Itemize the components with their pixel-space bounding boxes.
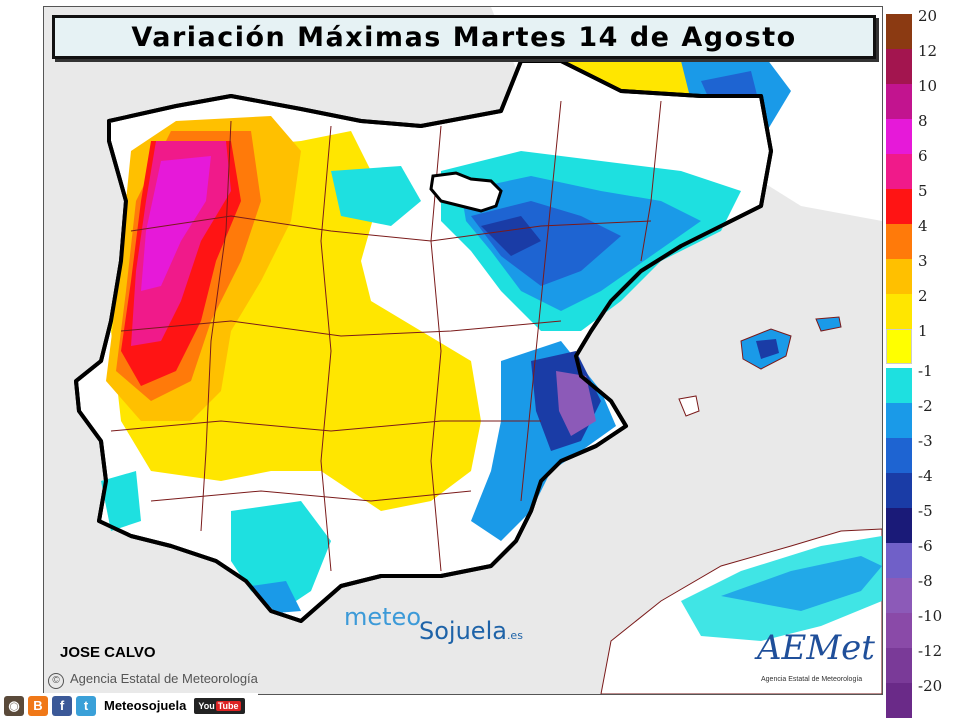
agency-credit: © Agencia Estatal de Meteorología — [48, 671, 258, 689]
menorca — [815, 316, 842, 332]
legend-label-pos-9: 1 — [918, 322, 928, 340]
legend-label-pos-4: 6 — [918, 147, 928, 165]
legend-label-neg-7: -10 — [918, 607, 943, 625]
watermark-meteo: meteo — [344, 603, 422, 631]
legend-swatch-pos-4 — [886, 154, 912, 189]
legend-swatch-neg-0 — [886, 368, 912, 403]
province-boundaries — [110, 100, 662, 572]
cold-south-mid — [251, 581, 301, 613]
legend-label-pos-8: 2 — [918, 287, 928, 305]
youtube-icon[interactable]: You Tube — [194, 697, 245, 714]
meteosojuela-watermark: meteo Sojuela.es — [344, 603, 523, 645]
legend-label-neg-9: -20 — [918, 677, 943, 695]
legend-swatch-pos-1 — [886, 49, 912, 84]
cold-se-purple — [556, 371, 596, 436]
legend-swatch-neg-8 — [886, 648, 912, 683]
legend-swatch-pos-2 — [886, 84, 912, 119]
warm-magenta-zone — [141, 156, 211, 291]
title-banner: Variación Máximas Martes 14 de Agosto — [52, 15, 876, 59]
facebook-icon[interactable]: f — [52, 695, 72, 716]
legend-label-pos-2: 10 — [918, 77, 938, 95]
legend-label-pos-5: 5 — [918, 182, 928, 200]
instagram-icon[interactable]: ◉ — [4, 695, 24, 716]
legend-swatch-pos-8 — [886, 294, 912, 329]
legend-label-pos-7: 3 — [918, 252, 928, 270]
social-handle: Meteosojuela — [104, 698, 187, 713]
legend-swatch-pos-5 — [886, 189, 912, 224]
legend-label-neg-2: -3 — [918, 432, 933, 450]
watermark-sojuela-text: Sojuela — [419, 617, 507, 645]
legend-swatch-pos-3 — [886, 119, 912, 154]
legend-label-neg-1: -2 — [918, 397, 933, 415]
aemet-logo-text: AEMet — [757, 628, 875, 668]
legend-label-neg-5: -6 — [918, 537, 933, 555]
cold-ne-deep — [481, 216, 541, 256]
cold-south-zone — [231, 501, 331, 611]
legend-label-neg-8: -12 — [918, 642, 943, 660]
social-bar: ◉ B f t Meteosojuela You Tube — [0, 693, 258, 718]
legend-label-pos-0: 20 — [918, 7, 938, 25]
ibiza — [678, 395, 700, 417]
legend-swatch-pos-7 — [886, 259, 912, 294]
cold-north-zone — [331, 166, 421, 226]
legend-label-neg-3: -4 — [918, 467, 933, 485]
youtube-you: You — [198, 700, 215, 711]
legend-swatch-pos-0 — [886, 14, 912, 49]
legend-label-pos-6: 4 — [918, 217, 928, 235]
legend-swatch-neg-9 — [886, 683, 912, 718]
agency-name: Agencia Estatal de Meteorología — [70, 671, 258, 686]
map-area — [43, 6, 883, 695]
twitter-icon[interactable]: t — [76, 695, 96, 716]
author-label: JOSE CALVO — [60, 644, 156, 661]
legend-swatch-neg-5 — [886, 543, 912, 578]
legend-swatch-neg-3 — [886, 473, 912, 508]
legend-swatch-neg-1 — [886, 403, 912, 438]
watermark-sojuela: Sojuela.es — [419, 617, 523, 645]
map-title: Variación Máximas Martes 14 de Agosto — [131, 21, 797, 53]
legend-label-pos-1: 12 — [918, 42, 938, 60]
mallorca-core — [756, 339, 779, 359]
iberia-outline — [74, 59, 773, 623]
copyright-icon: © — [48, 673, 64, 689]
cold-sw-zone — [101, 471, 141, 531]
la-rioja-outline — [429, 171, 503, 213]
aemet-logo: AEMet Agencia Estatal de Meteorología — [753, 628, 878, 690]
legend-swatch-pos-9 — [886, 329, 912, 364]
legend-label-pos-3: 8 — [918, 112, 928, 130]
legend-swatch-neg-4 — [886, 508, 912, 543]
aemet-logo-subtitle: Agencia Estatal de Meteorología — [761, 676, 863, 683]
legend-swatch-pos-6 — [886, 224, 912, 259]
legend-swatch-neg-7 — [886, 613, 912, 648]
africa-cold-core — [721, 556, 882, 611]
legend-label-neg-0: -1 — [918, 362, 933, 380]
legend-label-neg-6: -8 — [918, 572, 933, 590]
watermark-tld: .es — [506, 629, 523, 642]
youtube-tube: Tube — [215, 700, 241, 711]
legend-swatch-neg-2 — [886, 438, 912, 473]
legend-swatch-neg-6 — [886, 578, 912, 613]
legend-label-neg-4: -5 — [918, 502, 933, 520]
blogger-icon[interactable]: B — [28, 695, 48, 716]
iberia-map — [74, 7, 882, 694]
